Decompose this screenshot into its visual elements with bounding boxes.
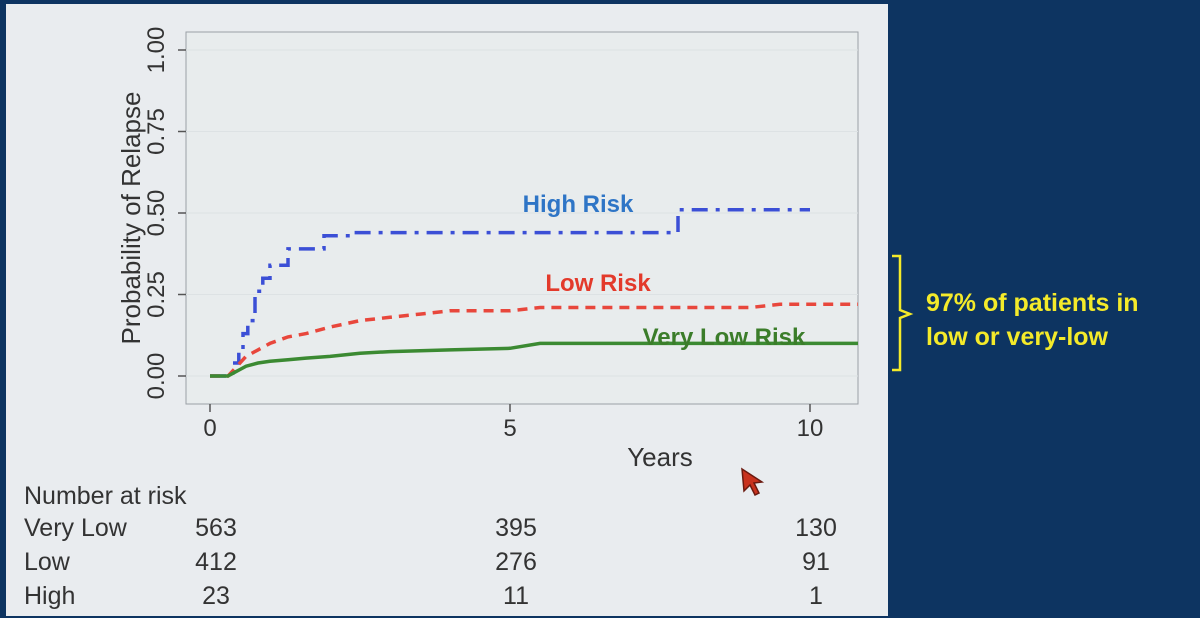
x-tick-label: 5 xyxy=(503,415,516,442)
bracket-icon xyxy=(892,254,914,372)
risk-cell: 23 xyxy=(202,582,230,610)
risk-row-label: Low xyxy=(24,548,70,576)
series-label-very-low-risk: Very Low Risk xyxy=(643,324,806,351)
risk-cell: 91 xyxy=(802,548,830,576)
mouse-pointer-icon xyxy=(741,467,765,497)
risk-row-label: High xyxy=(24,582,76,610)
risk-cell: 563 xyxy=(195,514,237,542)
y-tick-label: 0.25 xyxy=(143,271,170,318)
x-tick-label: 0 xyxy=(203,415,216,442)
risk-cell: 11 xyxy=(503,582,529,610)
km-chart: 0.00 0.25 0.50 0.75 1.00 0 5 10 High Risk Low R… xyxy=(116,27,859,472)
risk-cell: 412 xyxy=(195,548,237,576)
series-line-high-risk xyxy=(210,207,810,378)
risk-table-row: Very Low 563 395 130 xyxy=(24,514,884,546)
x-axis-label: Years xyxy=(627,442,693,472)
y-tick-label: 0.00 xyxy=(143,353,170,400)
risk-cell: 1 xyxy=(809,582,823,610)
risk-table-title: Number at risk xyxy=(24,482,187,510)
risk-cell: 130 xyxy=(795,514,837,542)
y-tick-label: 0.50 xyxy=(143,190,170,237)
series-line-very-low-risk xyxy=(210,341,858,378)
callout-annotation: 97% of patients in low or very-low xyxy=(926,286,1196,354)
risk-cell: 395 xyxy=(495,514,537,542)
risk-row-label: Very Low xyxy=(24,514,127,542)
chart-panel: 0.00 0.25 0.50 0.75 1.00 0 5 10 High Risk Low R… xyxy=(6,4,888,616)
risk-table-row: High 23 11 1 xyxy=(24,582,884,614)
y-tick-label: 1.00 xyxy=(143,27,170,74)
risk-table-row: Low 412 276 91 xyxy=(24,548,884,580)
series-line-low-risk xyxy=(210,302,858,378)
y-axis-label: Probability of Relapse xyxy=(116,92,146,345)
callout-line-1: 97% of patients in xyxy=(926,289,1139,317)
x-tick-label: 10 xyxy=(797,415,824,442)
y-tick-label: 0.75 xyxy=(143,108,170,155)
series-label-low-risk: Low Risk xyxy=(545,270,651,297)
risk-table-title-row: Number at risk xyxy=(24,482,884,514)
callout-line-2: low or very-low xyxy=(926,323,1108,351)
risk-cell: 276 xyxy=(495,548,537,576)
number-at-risk-table: Number at risk Very Low 563 395 130 Low … xyxy=(24,478,884,618)
series-label-high-risk: High Risk xyxy=(523,191,634,218)
